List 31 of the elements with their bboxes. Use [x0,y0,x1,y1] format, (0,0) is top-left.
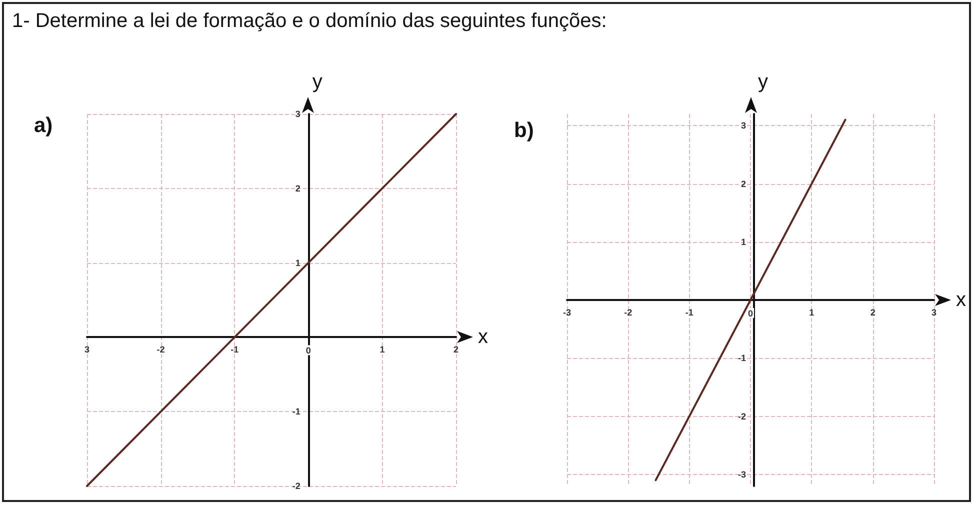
text: b) [514,119,534,143]
x-axis-title: x [956,289,966,311]
y-tick-label: 2 [740,178,746,189]
x-tick-label: -2 [624,308,632,318]
x-tick-label: 0 [748,308,754,318]
x-tick-label: -1 [230,344,239,355]
x-tick-label: 1 [380,344,385,355]
y-axis-title: y [312,71,322,93]
text: a) [34,114,53,138]
chart-title: 1- Determine a lei de formação e o domínio das seguintes funções: [12,10,607,33]
x-tick-label: -1 [685,308,694,318]
y-tick-label: 3 [295,109,300,119]
y-tick-label: -3 [738,469,746,480]
x-tick-label: 3 [931,308,937,318]
x-axis-title: x [478,326,488,348]
x-tick-label: 1 [809,308,814,318]
y-tick-label: -2 [292,481,300,491]
y-tick-label: 1 [295,258,300,268]
y-axis-title: y [758,71,768,93]
y-tick-label: 1 [740,236,746,247]
y-tick-label: -1 [738,353,746,364]
x-tick-label: -3 [562,308,572,318]
y-tick-label: -2 [738,411,746,422]
y-tick-label: -1 [292,406,300,417]
y-tick-label: 3 [740,120,746,131]
y-tick-label: 2 [295,183,300,194]
x-tick-label: 2 [453,344,459,355]
x-tick-label: -2 [156,344,165,355]
x-tick-label: 2 [870,308,876,318]
x-tick-label: 3 [84,344,90,355]
x-tick-label: 0 [306,346,311,356]
